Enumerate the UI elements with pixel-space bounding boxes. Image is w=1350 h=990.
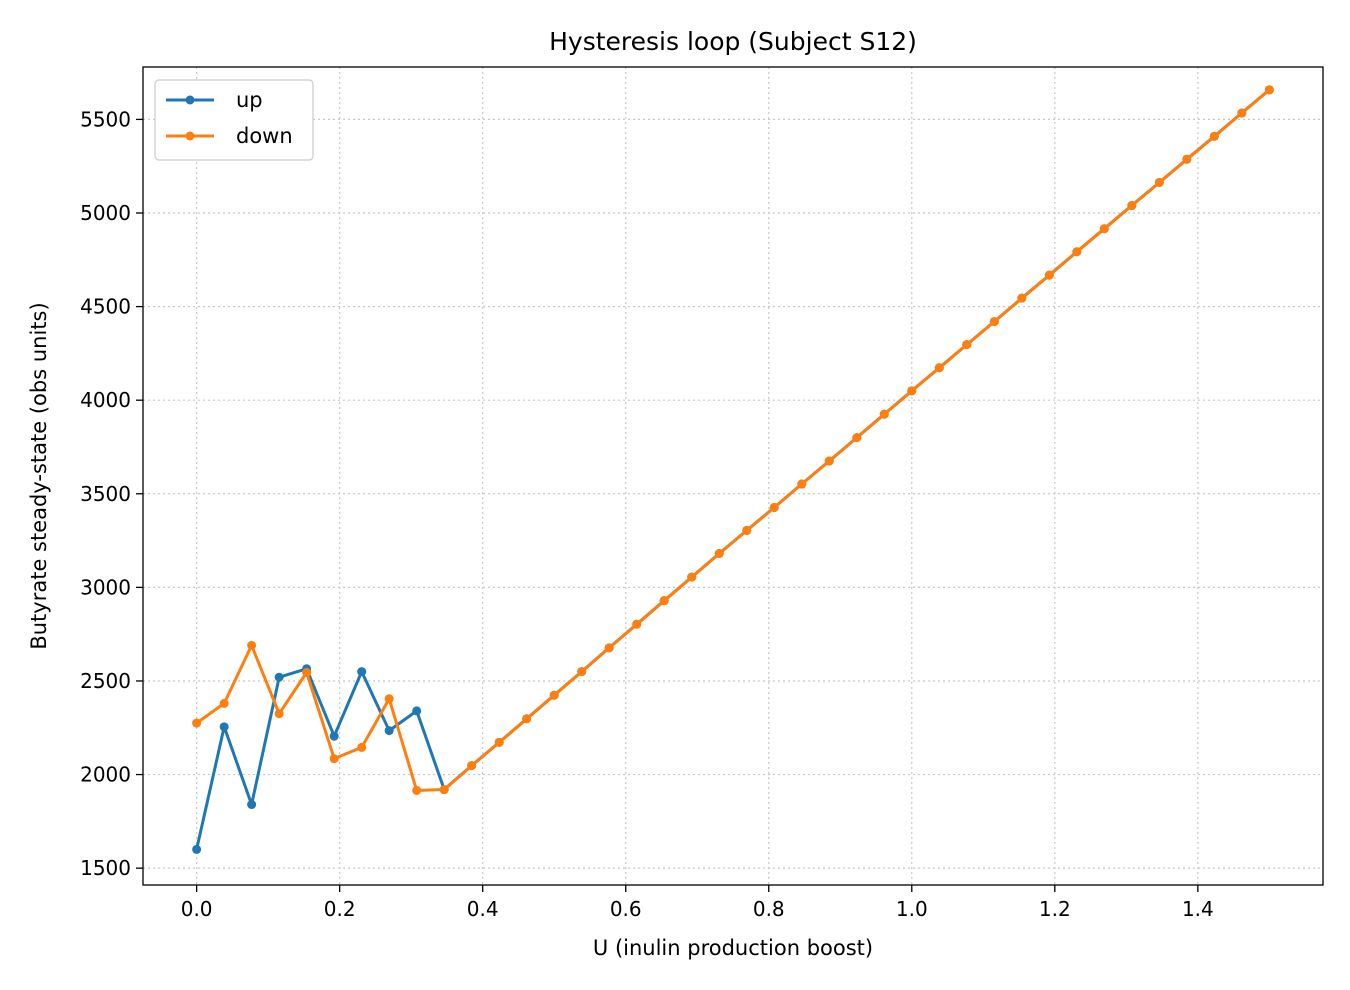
data-point-down bbox=[742, 525, 752, 535]
y-tick-label: 3500 bbox=[80, 482, 131, 506]
series-layer bbox=[192, 85, 1274, 854]
data-point-down bbox=[549, 690, 559, 700]
data-point-down bbox=[604, 643, 614, 653]
data-point-down bbox=[219, 698, 229, 708]
data-point-up bbox=[247, 800, 257, 810]
data-point-down bbox=[329, 754, 339, 764]
data-point-down bbox=[1072, 247, 1082, 257]
legend: up down bbox=[154, 79, 314, 161]
data-point-down bbox=[687, 572, 697, 582]
data-point-down bbox=[274, 709, 284, 719]
data-point-down bbox=[412, 785, 422, 795]
y-tick-label: 2000 bbox=[80, 763, 131, 787]
x-tick-label: 1.2 bbox=[1039, 897, 1071, 921]
legend-box bbox=[154, 79, 314, 161]
data-point-down bbox=[192, 718, 202, 728]
x-tick-label: 0.6 bbox=[610, 897, 642, 921]
series-down bbox=[192, 85, 1274, 795]
x-axis-label: U (inulin production boost) bbox=[593, 936, 873, 960]
data-point-down bbox=[1182, 154, 1192, 164]
x-tick-label: 0.4 bbox=[467, 897, 499, 921]
data-point-up bbox=[329, 731, 339, 741]
data-point-down bbox=[934, 363, 944, 373]
data-point-up bbox=[274, 672, 284, 682]
data-point-down bbox=[467, 761, 477, 771]
data-point-down bbox=[439, 785, 449, 795]
data-point-down bbox=[577, 667, 587, 677]
y-axis: 1500 2000 2500 3000 3500 4000 4500 5000 5500 bbox=[80, 107, 143, 880]
y-tick-label: 2500 bbox=[80, 669, 131, 693]
x-axis: 0.0 0.2 0.4 0.6 0.8 1.0 1.2 1.4 bbox=[181, 885, 1214, 921]
data-point-down bbox=[879, 409, 889, 419]
data-point-down bbox=[1044, 270, 1054, 280]
series-line-down bbox=[195, 88, 1271, 792]
legend-marker-up bbox=[185, 95, 195, 105]
data-point-down bbox=[247, 640, 257, 650]
chart-title: Hysteresis loop (Subject S12) bbox=[549, 27, 917, 56]
data-point-down bbox=[384, 694, 394, 704]
data-point-down bbox=[494, 737, 504, 747]
data-point-down bbox=[714, 548, 724, 558]
data-point-down bbox=[852, 433, 862, 443]
y-tick-label: 5000 bbox=[80, 201, 131, 225]
data-point-up bbox=[357, 667, 367, 677]
data-point-up bbox=[219, 722, 229, 732]
x-tick-label: 1.0 bbox=[896, 897, 928, 921]
data-point-down bbox=[797, 479, 807, 489]
data-point-down bbox=[824, 456, 834, 466]
plot-frame bbox=[142, 66, 1324, 886]
data-point-down bbox=[522, 714, 532, 724]
y-tick-label: 3000 bbox=[80, 575, 131, 599]
y-tick-label: 4500 bbox=[80, 295, 131, 319]
legend-label-up: up bbox=[236, 88, 263, 112]
data-point-up bbox=[384, 726, 394, 736]
data-point-up bbox=[192, 844, 202, 854]
legend-marker-down bbox=[185, 131, 195, 141]
x-tick-label: 0.8 bbox=[753, 897, 785, 921]
x-tick-label: 0.0 bbox=[181, 897, 213, 921]
y-tick-label: 4000 bbox=[80, 388, 131, 412]
data-point-down bbox=[632, 619, 642, 629]
y-tick-label: 1500 bbox=[80, 856, 131, 880]
data-point-down bbox=[1127, 201, 1137, 211]
data-point-up bbox=[412, 706, 422, 716]
data-point-down bbox=[1099, 224, 1109, 234]
data-point-down bbox=[1237, 108, 1247, 118]
y-tick-label: 5500 bbox=[80, 107, 131, 131]
x-tick-label: 1.4 bbox=[1182, 897, 1214, 921]
data-point-down bbox=[962, 340, 972, 350]
data-point-down bbox=[907, 386, 917, 396]
data-point-down bbox=[1154, 177, 1164, 187]
data-point-down bbox=[357, 742, 367, 752]
data-point-down bbox=[1264, 85, 1274, 95]
x-tick-label: 0.2 bbox=[324, 897, 356, 921]
data-point-down bbox=[989, 317, 999, 327]
y-axis-label: Butyrate steady-state (obs units) bbox=[27, 302, 51, 649]
legend-label-down: down bbox=[236, 124, 293, 148]
data-point-down bbox=[659, 596, 669, 606]
data-point-down bbox=[302, 668, 312, 678]
data-point-down bbox=[769, 502, 779, 512]
data-point-down bbox=[1209, 131, 1219, 141]
data-point-down bbox=[1017, 293, 1027, 303]
grid bbox=[143, 67, 1323, 885]
